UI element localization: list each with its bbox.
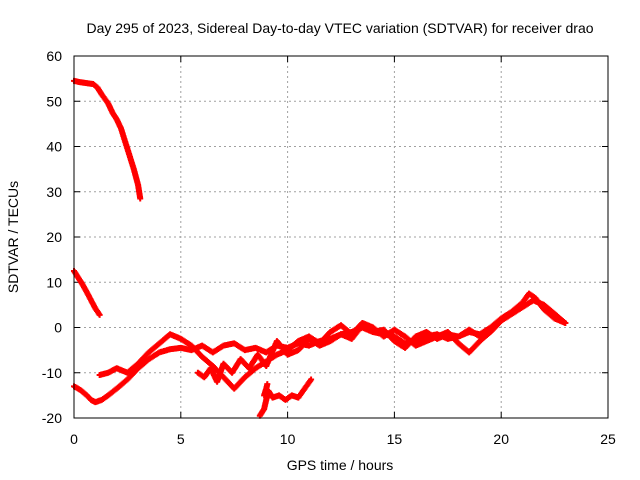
grid-lines (74, 56, 608, 418)
x-axis-label: GPS time / hours (287, 457, 394, 473)
data-marks (71, 77, 569, 419)
x-tick-label: 25 (600, 431, 616, 447)
y-tick-label: 20 (46, 229, 62, 245)
x-tick-label: 0 (70, 431, 78, 447)
y-tick-label: 50 (46, 93, 62, 109)
axis-ticks: 0 5 10 15 20 25 -20 -10 0 10 20 30 40 50 60 (42, 48, 616, 447)
y-tick-label: 10 (46, 274, 62, 290)
x-tick-label: 10 (280, 431, 296, 447)
x-tick-label: 5 (177, 431, 185, 447)
track-spike-point (264, 381, 271, 388)
plot-frame (73, 55, 609, 419)
y-tick-label: 0 (54, 320, 62, 336)
x-tick-label: 20 (493, 431, 509, 447)
y-axis-label: SDTVAR / TECUs (5, 181, 21, 293)
y-tick-label: 30 (46, 184, 62, 200)
y-tick-label: -20 (42, 410, 62, 426)
y-tick-label: 40 (46, 139, 62, 155)
y-tick-label: -10 (42, 365, 62, 381)
track-main-c-point (487, 326, 494, 333)
track-main-b-point (562, 319, 569, 326)
track-mid-point (96, 311, 103, 318)
y-tick-label: 60 (46, 48, 62, 64)
x-tick-label: 15 (387, 431, 403, 447)
chart-title: Day 295 of 2023, Sidereal Day-to-day VTE… (86, 20, 593, 36)
track-high-point (137, 195, 144, 202)
track-low-point (308, 376, 315, 383)
